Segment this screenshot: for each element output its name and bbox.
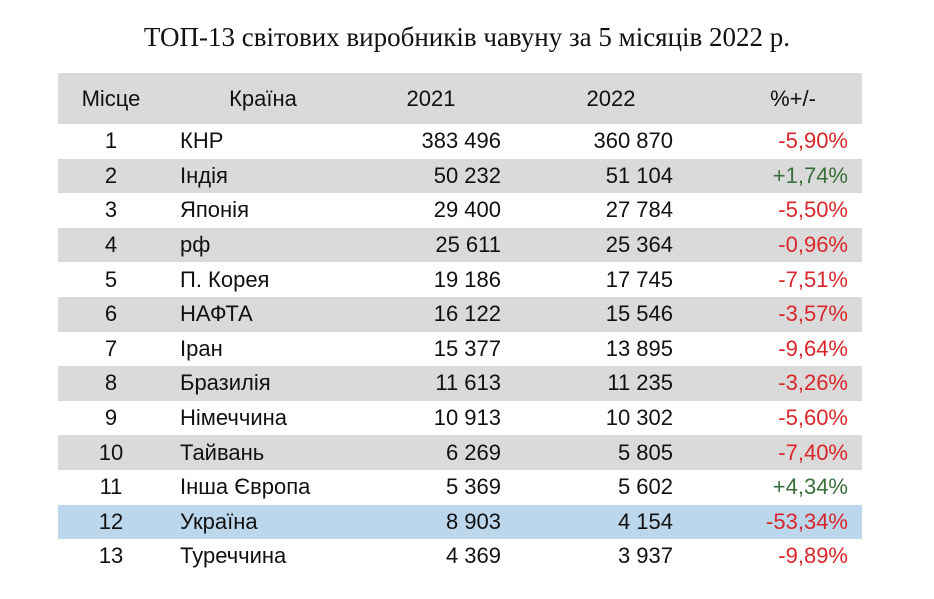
- cell-2021: 11 613: [435, 370, 501, 396]
- cell-country: Тайвань: [180, 439, 265, 465]
- cell-country: НАФТА: [180, 301, 253, 327]
- cell-change: -5,90%: [778, 128, 848, 154]
- cell-2022: 4 154: [617, 508, 673, 534]
- cell-2022: 51 104: [605, 162, 673, 188]
- cell-2022: 5 805: [617, 439, 673, 465]
- cell-change: +4,34%: [772, 474, 848, 500]
- cell-country: рф: [180, 232, 211, 258]
- cell-country: Україна: [180, 508, 258, 534]
- header-change: %+/-: [770, 85, 816, 111]
- cell-rank: 4: [104, 232, 118, 258]
- cell-change: -7,51%: [778, 266, 848, 292]
- cell-change: -9,89%: [778, 543, 848, 569]
- cell-country: Індія: [180, 162, 228, 188]
- cell-2021: 10 913: [433, 405, 501, 431]
- table-body: 1 КНР 383 496 360 870 -5,90% 2 Індія 50 232 51 1…: [58, 124, 862, 574]
- cell-country: Туреччина: [180, 543, 287, 569]
- cell-change: -3,57%: [778, 301, 848, 327]
- table-row: 11 Інша Європа 5 369 5 602 +4,34%: [58, 470, 862, 505]
- table-row: 10 Тайвань 6 269 5 805 -7,40%: [58, 435, 862, 470]
- cell-change: -5,50%: [778, 197, 848, 223]
- table-row: 7 Іран 15 377 13 895 -9,64%: [58, 332, 862, 367]
- cell-country: Інша Європа: [180, 474, 311, 500]
- table-row: 3 Японія 29 400 27 784 -5,50%: [58, 193, 862, 228]
- cell-rank: 7: [104, 335, 118, 361]
- cell-2022: 17 745: [605, 266, 673, 292]
- cell-change: +1,74%: [772, 162, 848, 188]
- cell-country: Німеччина: [180, 405, 288, 431]
- production-table: Місце Країна 2021 2022 %+/- 1 КНР 383 496 3…: [58, 73, 862, 574]
- cell-country: Іран: [180, 335, 223, 361]
- table-row: 4 рф 25 611 25 364 -0,96%: [58, 227, 862, 263]
- cell-2021: 8 903: [445, 508, 501, 534]
- cell-rank: 2: [104, 162, 118, 188]
- header-country: Країна: [229, 85, 297, 111]
- cell-2022: 15 546: [605, 301, 673, 327]
- cell-change: -7,40%: [778, 439, 848, 465]
- cell-country: Японія: [180, 197, 249, 223]
- table-row: 12 Україна 8 903 4 154 -53,34%: [58, 504, 862, 540]
- header-2022: 2022: [586, 85, 636, 111]
- cell-2021: 383 496: [421, 128, 501, 154]
- cell-2021: 6 269: [445, 439, 501, 465]
- table-row: 2 Індія 50 232 51 104 +1,74%: [58, 158, 862, 194]
- table-row: 5 П. Корея 19 186 17 745 -7,51%: [58, 262, 862, 297]
- cell-2021: 16 122: [433, 301, 501, 327]
- header-2021: 2021: [406, 85, 456, 111]
- cell-2021: 15 377: [433, 335, 501, 361]
- cell-2021: 5 369: [445, 474, 501, 500]
- table-row: 1 КНР 383 496 360 870 -5,90%: [58, 124, 862, 159]
- cell-country: КНР: [180, 128, 224, 154]
- cell-country: Бразилія: [180, 370, 271, 396]
- table-row: 6 НАФТА 16 122 15 546 -3,57%: [58, 296, 862, 332]
- cell-rank: 3: [104, 197, 118, 223]
- table-title: ТОП-13 світових виробників чавуну за 5 м…: [143, 22, 791, 52]
- cell-change: -5,60%: [778, 405, 848, 431]
- cell-2022: 27 784: [605, 197, 673, 223]
- cell-2021: 19 186: [433, 266, 501, 292]
- cell-2022: 25 364: [605, 232, 673, 258]
- cell-change: -9,64%: [778, 335, 848, 361]
- cell-rank: 6: [104, 301, 118, 327]
- table-row: 13 Туреччина 4 369 3 937 -9,89%: [58, 539, 862, 574]
- cell-2022: 5 602: [617, 474, 673, 500]
- cell-2022: 10 302: [605, 405, 673, 431]
- cell-rank: 1: [104, 128, 118, 154]
- cell-2022: 3 937: [617, 543, 673, 569]
- cell-2021: 25 611: [435, 232, 501, 258]
- table-header-row: Місце Країна 2021 2022 %+/-: [58, 73, 862, 124]
- cell-rank: 8: [104, 370, 118, 396]
- cell-rank: 13: [98, 543, 124, 569]
- cell-2021: 4 369: [445, 543, 501, 569]
- cell-change: -53,34%: [766, 508, 848, 534]
- cell-change: -0,96%: [778, 232, 848, 258]
- cell-2021: 29 400: [433, 197, 501, 223]
- cell-rank: 11: [99, 474, 123, 500]
- cell-country: П. Корея: [180, 266, 270, 292]
- cell-2022: 11 235: [607, 370, 673, 396]
- cell-2021: 50 232: [433, 162, 501, 188]
- cell-2022: 360 870: [593, 128, 673, 154]
- cell-change: -3,26%: [778, 370, 848, 396]
- cell-rank: 5: [104, 266, 118, 292]
- cell-2022: 13 895: [605, 335, 673, 361]
- cell-rank: 10: [98, 439, 124, 465]
- header-rank: Місце: [81, 85, 141, 111]
- table-row: 8 Бразилія 11 613 11 235 -3,26%: [58, 366, 862, 401]
- cell-rank: 9: [104, 405, 118, 431]
- table-row: 9 Німеччина 10 913 10 302 -5,60%: [58, 401, 862, 436]
- cell-rank: 12: [98, 508, 124, 534]
